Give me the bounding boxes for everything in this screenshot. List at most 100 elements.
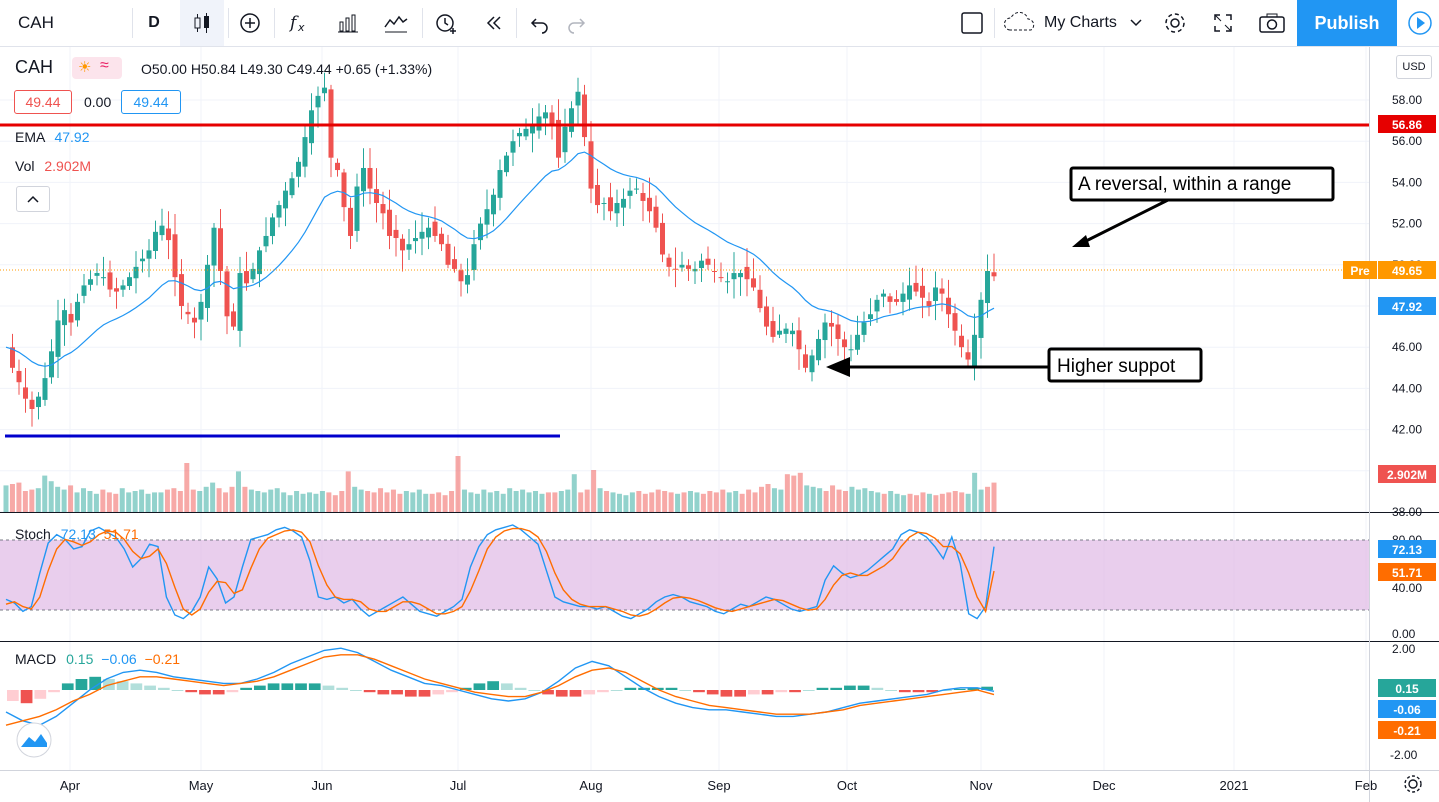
macd-bar bbox=[212, 690, 225, 695]
macd-bar bbox=[967, 687, 980, 690]
candle-body bbox=[159, 225, 165, 236]
volume-bar bbox=[726, 492, 732, 512]
candle-body bbox=[361, 167, 366, 192]
volume-bar bbox=[68, 485, 74, 512]
candles-icon[interactable] bbox=[180, 0, 224, 46]
volume-bar bbox=[533, 491, 539, 512]
play-icon[interactable] bbox=[1400, 0, 1439, 46]
legend-symbol[interactable]: CAH bbox=[15, 57, 54, 77]
macd-bar bbox=[926, 690, 939, 693]
candle-body bbox=[582, 94, 587, 138]
macd-signal-line bbox=[5, 654, 995, 726]
volume-bar bbox=[80, 488, 86, 512]
bid-box[interactable]: 49.44 bbox=[14, 90, 72, 114]
collapse-legend-button[interactable] bbox=[16, 186, 50, 212]
candle-body bbox=[179, 274, 184, 306]
fullscreen-icon[interactable] bbox=[1204, 0, 1242, 46]
volume-bar bbox=[545, 492, 551, 512]
volume-bar bbox=[410, 492, 416, 512]
volume-bar bbox=[235, 471, 241, 512]
candle-body bbox=[978, 299, 984, 338]
candle-body bbox=[322, 87, 327, 94]
select-layout-icon[interactable] bbox=[954, 0, 990, 46]
stoch-k-tag: 72.13 bbox=[1378, 540, 1436, 558]
my-charts-button[interactable]: My Charts bbox=[1002, 0, 1152, 46]
svg-text:f: f bbox=[288, 13, 299, 33]
alert-icon[interactable] bbox=[428, 0, 464, 46]
volume-bar bbox=[87, 491, 93, 512]
candle-body bbox=[380, 204, 386, 214]
currency-button[interactable]: USD bbox=[1396, 55, 1432, 79]
candle-body bbox=[29, 399, 35, 409]
chart-canvas[interactable]: A reversal, within a range Higher suppot… bbox=[0, 47, 1439, 802]
candle-body bbox=[497, 170, 503, 198]
macd-bar bbox=[459, 687, 472, 690]
ema-legend[interactable]: EMA 47.92 bbox=[15, 129, 90, 145]
financials-icon[interactable] bbox=[330, 0, 366, 46]
market-status-badge[interactable]: ☀ ≈ bbox=[72, 57, 122, 79]
candle-body bbox=[432, 221, 438, 236]
svg-text:51.71: 51.71 bbox=[1392, 566, 1422, 580]
candle-body bbox=[647, 197, 652, 212]
price-tick: 56.00 bbox=[1392, 134, 1422, 148]
tradingview-logo-icon[interactable] bbox=[16, 722, 52, 758]
vol-legend[interactable]: Vol 2.902M bbox=[15, 158, 91, 174]
candle-body bbox=[75, 301, 80, 321]
annotation-support-box[interactable] bbox=[1047, 347, 1203, 383]
macd-bar bbox=[226, 690, 239, 693]
macd-legend[interactable]: MACD 0.15 −0.06 −0.21 bbox=[15, 651, 180, 667]
templates-icon[interactable] bbox=[378, 0, 414, 46]
undo-icon[interactable] bbox=[522, 0, 558, 46]
sun-icon: ☀ bbox=[78, 59, 92, 76]
symbol-search-button[interactable]: CAH bbox=[4, 0, 138, 46]
svg-text:x: x bbox=[297, 21, 305, 34]
volume-bar bbox=[210, 482, 216, 512]
interval-button[interactable]: D bbox=[136, 0, 172, 46]
candle-body bbox=[426, 227, 431, 238]
volume-bar bbox=[752, 492, 758, 512]
macd-bar bbox=[761, 690, 774, 695]
volume-bar bbox=[352, 486, 358, 512]
candle-body bbox=[679, 264, 685, 268]
settings-gear-icon[interactable] bbox=[1156, 0, 1194, 46]
volume-bar bbox=[216, 488, 222, 512]
volume-bar bbox=[61, 489, 67, 512]
volume-bar bbox=[184, 463, 190, 512]
candle-body bbox=[185, 311, 191, 315]
candle-body bbox=[263, 235, 269, 247]
macd-bar bbox=[75, 679, 88, 690]
candle-body bbox=[770, 321, 776, 337]
candle-body bbox=[881, 293, 886, 297]
volume-bar bbox=[991, 482, 997, 512]
replay-icon[interactable] bbox=[476, 0, 512, 46]
candle-body bbox=[101, 277, 106, 279]
volume-bar bbox=[436, 492, 442, 512]
macd-bar bbox=[885, 690, 897, 691]
volume-bar bbox=[520, 489, 526, 512]
candle-body bbox=[660, 222, 665, 255]
ask-box[interactable]: 49.44 bbox=[121, 90, 181, 114]
volume-bar bbox=[229, 486, 235, 512]
annotation-reversal-box[interactable] bbox=[1069, 166, 1335, 202]
volume-bar bbox=[500, 493, 506, 512]
candle-body bbox=[712, 270, 717, 272]
candle-body bbox=[556, 119, 561, 158]
candle-body bbox=[166, 228, 171, 241]
volume-price-tag: 2.902M bbox=[1378, 465, 1436, 483]
volume-bar bbox=[604, 491, 610, 512]
volume-bar bbox=[261, 492, 267, 512]
stoch-legend[interactable]: Stoch 72.13 51.71 bbox=[15, 526, 139, 542]
time-tick: Apr bbox=[60, 778, 81, 793]
compare-icon[interactable] bbox=[232, 0, 268, 46]
camera-icon[interactable] bbox=[1252, 0, 1292, 46]
candle-body bbox=[198, 301, 204, 320]
publish-button[interactable]: Publish bbox=[1297, 0, 1397, 46]
settings-small-gear-icon[interactable] bbox=[1404, 775, 1422, 793]
price-tick: 46.00 bbox=[1392, 340, 1422, 354]
redo-icon[interactable] bbox=[558, 0, 594, 46]
volume-bar bbox=[145, 493, 151, 512]
volume-bar bbox=[442, 495, 448, 512]
macd-signal-tag: -0.21 bbox=[1378, 721, 1436, 739]
